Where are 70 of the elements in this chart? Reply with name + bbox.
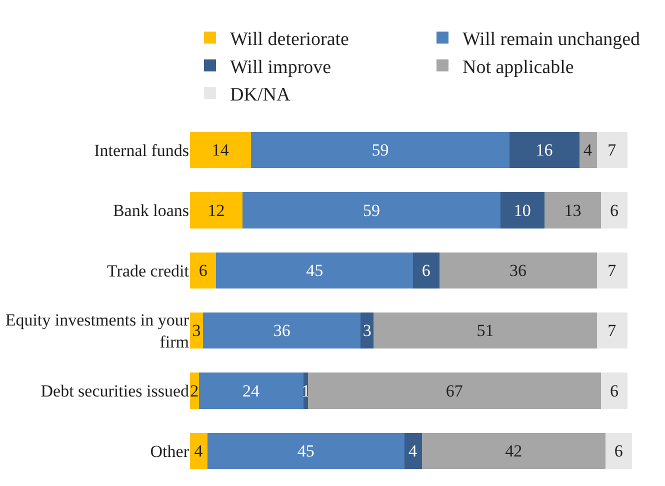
bar bbox=[216, 252, 414, 288]
y-tick-label: Debt securities issued bbox=[40, 382, 190, 401]
data-label: 6 bbox=[610, 200, 619, 220]
data-label: 59 bbox=[372, 140, 389, 160]
data-label: 24 bbox=[242, 381, 260, 400]
data-label: 7 bbox=[608, 260, 617, 280]
data-label: 10 bbox=[514, 200, 531, 220]
legend-label: Not applicable bbox=[462, 56, 574, 78]
bar bbox=[198, 372, 304, 409]
data-label: 1 bbox=[302, 381, 310, 400]
data-label: 6 bbox=[198, 260, 208, 280]
legend-label: Will improve bbox=[230, 56, 332, 78]
data-label: 12 bbox=[208, 200, 225, 220]
legend-label: DK/NA bbox=[230, 84, 290, 106]
bar bbox=[422, 432, 606, 469]
bar bbox=[190, 252, 216, 288]
legend-label: Will deteriorate bbox=[230, 29, 349, 50]
bar bbox=[203, 312, 361, 349]
data-label: 36 bbox=[273, 321, 290, 340]
data-label: 36 bbox=[510, 260, 527, 280]
bar bbox=[374, 312, 597, 349]
bar bbox=[500, 192, 544, 228]
bar bbox=[190, 372, 199, 409]
data-label: 45 bbox=[306, 260, 324, 280]
data-label: 4 bbox=[408, 441, 418, 460]
data-label: 13 bbox=[564, 200, 582, 220]
data-label: 16 bbox=[536, 140, 553, 160]
data-label: 14 bbox=[212, 140, 230, 160]
bar bbox=[596, 312, 628, 349]
data-label: 2 bbox=[190, 381, 199, 400]
bar bbox=[190, 312, 204, 349]
data-label: 59 bbox=[363, 200, 380, 220]
bar bbox=[190, 132, 252, 168]
bar bbox=[606, 432, 632, 469]
data-label: 6 bbox=[610, 381, 619, 400]
bar bbox=[579, 132, 597, 168]
bar bbox=[360, 312, 374, 349]
data-label: 6 bbox=[422, 260, 430, 280]
data-label: 45 bbox=[297, 441, 314, 460]
bar bbox=[596, 132, 628, 168]
bar bbox=[509, 132, 580, 168]
legend-label: Will remain unchanged bbox=[462, 29, 641, 50]
bar bbox=[208, 432, 404, 469]
bar bbox=[190, 432, 208, 469]
data-label: 3 bbox=[192, 321, 201, 340]
bar bbox=[251, 132, 510, 168]
data-label: 6 bbox=[614, 441, 623, 460]
bar bbox=[439, 252, 597, 288]
data-label: 67 bbox=[446, 381, 464, 400]
y-tick-label: Bank loans bbox=[112, 201, 189, 220]
bar bbox=[242, 192, 501, 228]
bar bbox=[596, 252, 628, 288]
data-label: 3 bbox=[362, 321, 372, 340]
data-label: 4 bbox=[584, 140, 593, 160]
data-label: 7 bbox=[608, 140, 617, 160]
data-label: 7 bbox=[608, 321, 617, 340]
bar bbox=[544, 192, 602, 228]
bar bbox=[308, 372, 602, 409]
y-tick-label: Internal funds bbox=[94, 141, 189, 160]
y-tick-label: Other bbox=[150, 442, 190, 461]
y-tick-label: Trade credit bbox=[107, 261, 190, 280]
data-label: 42 bbox=[505, 441, 522, 460]
bar bbox=[413, 252, 440, 288]
bar bbox=[601, 192, 628, 228]
bar bbox=[190, 192, 242, 228]
bar bbox=[601, 372, 628, 409]
data-label: 51 bbox=[476, 321, 494, 340]
y-tick-label: Equity investments in your firm bbox=[5, 310, 190, 352]
bar bbox=[404, 432, 422, 469]
data-label: 4 bbox=[194, 441, 204, 460]
